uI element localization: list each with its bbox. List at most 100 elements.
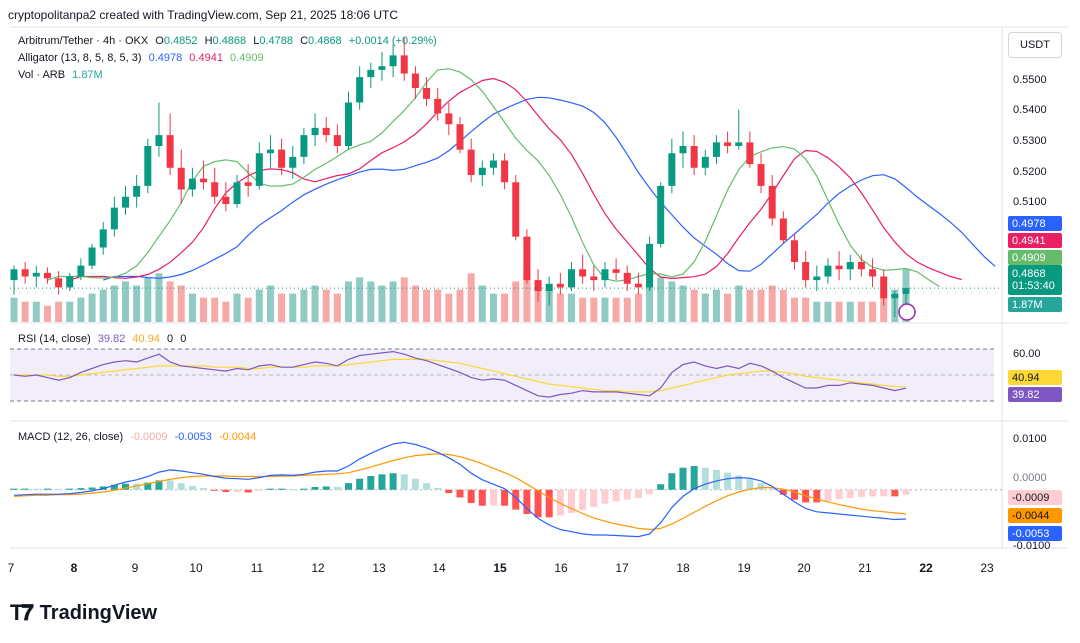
x-axis-tick-label: 10 xyxy=(189,561,203,575)
volume-bar xyxy=(389,281,397,322)
alligator-teeth-line xyxy=(69,77,962,281)
alert-lightning-icon xyxy=(898,303,916,321)
macd-axis-label: 0.0000 xyxy=(1013,472,1047,484)
price-tag-last: 0.4868 01:53:40 xyxy=(1008,265,1062,295)
legend-o-value: 0.4852 xyxy=(163,35,198,47)
candle-body xyxy=(478,167,486,175)
price-axis-label: 0.5400 xyxy=(1013,104,1047,116)
candle-body xyxy=(746,142,754,165)
macd-histogram-bar xyxy=(345,483,352,490)
volume-bar xyxy=(768,285,776,322)
rsi-label[interactable]: RSI (14, close) xyxy=(18,333,91,345)
macd-histogram-bar xyxy=(88,487,96,490)
volume-bar xyxy=(345,281,352,322)
rsi-tag: 39.82 xyxy=(1008,387,1062,402)
price-tag-lips: 0.4909 xyxy=(1008,250,1062,265)
candle-body xyxy=(122,196,129,208)
price-axis-label: 0.5500 xyxy=(1013,74,1047,86)
macd-histogram-bar xyxy=(400,474,408,490)
candle-body xyxy=(835,265,843,270)
macd-histogram-bar xyxy=(590,489,598,507)
candle-body xyxy=(757,164,765,186)
candle-body xyxy=(300,135,308,157)
volume-bar xyxy=(122,281,129,322)
volume-bar xyxy=(244,297,252,322)
candle-body xyxy=(646,243,654,288)
candle-body xyxy=(512,182,520,237)
volume-bar xyxy=(501,293,509,322)
macd-histogram-bar xyxy=(222,489,230,492)
x-axis-tick-label: 18 xyxy=(676,561,690,575)
candle-body xyxy=(32,272,40,277)
volume-bar xyxy=(623,297,631,322)
candle-body xyxy=(657,185,665,244)
macd-histogram-bar xyxy=(534,489,542,518)
macd-histogram-bar xyxy=(244,489,252,493)
volume-bar xyxy=(724,293,732,322)
brand-name: TradingView xyxy=(39,601,158,624)
volume-bar xyxy=(211,297,219,322)
candle-body xyxy=(266,149,274,154)
legend-symbol[interactable]: Arbitrum/Tether · 4h · OKX xyxy=(18,35,149,47)
currency-button[interactable]: USDT xyxy=(1008,32,1062,58)
candle-body xyxy=(88,247,96,266)
volume-bar xyxy=(746,289,754,322)
created-by-header: cryptopolitanpa2 created with TradingVie… xyxy=(8,8,399,22)
candle-body xyxy=(177,167,185,190)
tradingview-brand[interactable]: T𝟕 TradingView xyxy=(10,600,157,626)
volume-bar xyxy=(55,301,63,322)
macd-histogram-bar xyxy=(478,489,486,506)
macd-histogram-bar xyxy=(735,475,743,490)
x-axis-tick-label: 20 xyxy=(797,561,811,575)
macd-histogram-bar xyxy=(411,478,419,490)
volume-bar xyxy=(66,301,74,322)
x-axis-tick-label: 22 xyxy=(919,561,933,575)
rsi-extra1: 0 xyxy=(167,333,174,345)
volume-bar xyxy=(690,289,698,322)
candle-body xyxy=(222,196,230,204)
rsi-ma-line xyxy=(14,358,907,393)
macd-histogram-bar xyxy=(378,474,386,490)
volume-bar xyxy=(289,293,297,322)
volume-bar xyxy=(869,301,877,322)
macd-histogram-bar xyxy=(746,478,754,490)
alligator-teeth-value: 0.4941 xyxy=(189,52,223,64)
macd-histogram-bar xyxy=(690,466,698,490)
x-axis-tick-label: 16 xyxy=(554,561,568,575)
macd-histogram-bar xyxy=(891,489,899,497)
macd-histogram-bar xyxy=(512,489,520,510)
price-tag-jaw: 0.4978 xyxy=(1008,216,1062,231)
candle-body xyxy=(55,278,63,288)
legend-main: Arbitrum/Tether · 4h · OKX O0.4852 H0.48… xyxy=(18,35,441,47)
volume-bar xyxy=(423,289,431,322)
volume-bar xyxy=(679,285,687,322)
macd-histogram-bar xyxy=(724,472,732,490)
macd-histogram-bar xyxy=(255,489,263,491)
candle-body xyxy=(66,276,74,288)
candle-body xyxy=(902,288,910,294)
legend-rsi: RSI (14, close) 39.82 40.94 0 0 xyxy=(18,333,190,345)
alligator-label[interactable]: Alligator (13, 8, 5, 8, 5, 3) xyxy=(18,52,142,64)
macd-histogram-bar xyxy=(545,489,553,518)
legend-o-label: O xyxy=(155,35,164,47)
macd-histogram-bar xyxy=(824,489,832,501)
candle-body xyxy=(389,55,397,67)
legend-l-label: L xyxy=(253,35,260,47)
macd-histogram-bar xyxy=(356,478,364,490)
macd-histogram-bar xyxy=(155,480,163,490)
legend-c-label: C xyxy=(300,35,309,47)
volume-bar xyxy=(701,293,709,322)
macd-histogram-bar xyxy=(523,489,531,515)
candle-body xyxy=(311,127,319,136)
volume-bar xyxy=(857,301,865,322)
candle-body xyxy=(10,269,18,281)
candle-body xyxy=(634,283,642,288)
macd-label[interactable]: MACD (12, 26, close) xyxy=(18,431,124,443)
candle-body xyxy=(523,236,531,281)
x-axis-tick-label: 13 xyxy=(372,561,386,575)
candle-body xyxy=(824,265,832,277)
macd-histogram-bar xyxy=(791,489,798,500)
volume-label[interactable]: Vol · ARB xyxy=(18,69,66,81)
